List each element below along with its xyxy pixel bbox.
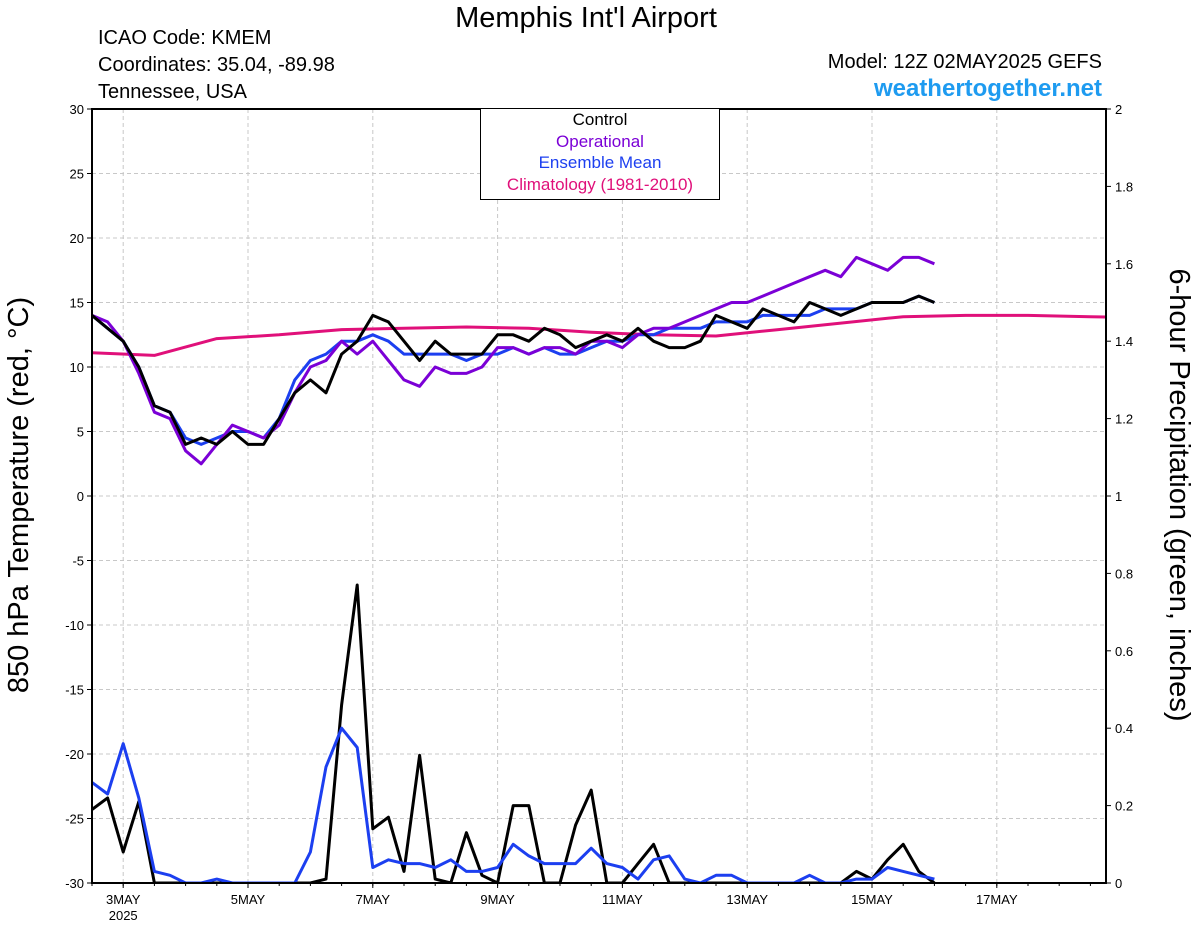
y-tick-label-left: 10 [70, 360, 84, 375]
coordinates: Coordinates: 35.04, -89.98 [98, 54, 335, 76]
region: Tennessee, USA [98, 81, 247, 103]
x-tick-label: 13MAY [726, 892, 768, 907]
legend-control: Control [572, 110, 628, 129]
series-line-ensemble-mean-precip [92, 726, 935, 883]
series-line-control [92, 294, 935, 446]
x-tick-label: 9MAY [480, 892, 515, 907]
plot-series [92, 255, 1106, 883]
x-tick-label: 7MAY [356, 892, 391, 907]
y-tick-label-right: 0.4 [1115, 721, 1133, 736]
y-tick-label-right: 1.2 [1115, 412, 1133, 427]
y-tick-label-right: 1.8 [1115, 179, 1133, 194]
icao-code: ICAO Code: KMEM [98, 27, 272, 49]
y-tick-label-right: 2 [1115, 102, 1122, 117]
series-line-operational [92, 255, 935, 466]
y-tick-label-right: 1.4 [1115, 334, 1133, 349]
y-tick-label-left: 0 [77, 489, 84, 504]
legend-climatology: Climatology (1981-2010) [506, 174, 694, 194]
model-run: Model: 12Z 02MAY2025 GEFS [827, 51, 1102, 73]
legend-operational: Operational [556, 131, 644, 151]
y-tick-label-left: -15 [65, 683, 84, 698]
y-tick-label-left: -30 [65, 876, 84, 891]
series-line-control-precip [92, 583, 936, 883]
x-tick-label: 3MAY [106, 892, 141, 907]
x-tick-label: 15MAY [851, 892, 893, 907]
y-tick-label-right: 1.6 [1115, 257, 1133, 272]
y-tick-label-right: 1 [1115, 489, 1122, 504]
y-tick-label-left: -25 [65, 812, 84, 827]
x-tick-label: 11MAY [602, 892, 643, 907]
y-tick-label-right: 0.6 [1115, 644, 1133, 659]
legend-ensemble-mean: Ensemble Mean [538, 153, 662, 172]
y-tick-label-left: 30 [70, 102, 84, 117]
y-tick-label-left: 25 [70, 167, 84, 182]
y-tick-label-left: -10 [65, 618, 84, 633]
y-tick-label-left: 5 [77, 425, 84, 440]
series-line-climatology-1981-2010 [92, 313, 1106, 357]
y-axis-label-right: 6-hour Precipitation (green, inches) [1163, 268, 1195, 722]
y-axis-label-left: 850 hPa Temperature (red, °C) [3, 296, 35, 694]
x-tick-label: 17MAY [976, 892, 1018, 907]
y-tick-label-left: -20 [65, 747, 84, 762]
y-tick-label-left: 15 [70, 296, 84, 311]
x-tick-label: 5MAY [231, 892, 266, 907]
chart-title: Memphis Int'l Airport [455, 2, 717, 34]
y-tick-label-left: -5 [72, 554, 84, 569]
y-tick-label-right: 0.8 [1115, 566, 1133, 581]
y-tick-label-left: 20 [70, 231, 84, 246]
y-tick-label-right: 0.2 [1115, 799, 1133, 814]
x-tick-sublabel: 2025 [109, 908, 138, 923]
legend: Control Operational Ensemble Mean Climat… [480, 108, 720, 200]
site-link[interactable]: weathertogether.net [873, 75, 1102, 102]
y-tick-label-right: 0 [1115, 876, 1122, 891]
series-line-ensemble-mean [92, 294, 935, 446]
